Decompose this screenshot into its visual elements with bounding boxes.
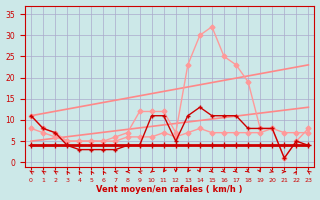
X-axis label: Vent moyen/en rafales ( km/h ): Vent moyen/en rafales ( km/h ) bbox=[97, 185, 243, 194]
